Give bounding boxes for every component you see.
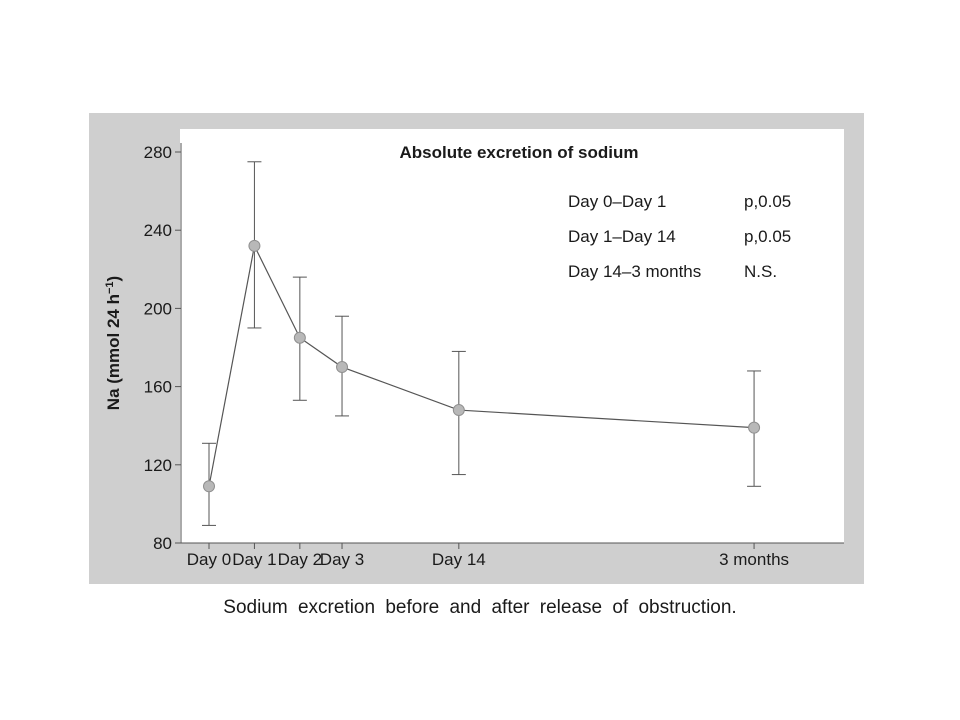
data-point <box>248 239 261 252</box>
chart-title: Absolute excretion of sodium <box>400 143 639 162</box>
data-point <box>293 331 306 344</box>
data-point <box>452 404 465 417</box>
y-tick-label: 160 <box>144 378 172 397</box>
y-tick-label: 200 <box>144 299 172 318</box>
x-tick-label: Day 0 <box>187 550 231 569</box>
data-point <box>336 361 349 374</box>
annotation-comparison: Day 14–3 months <box>568 262 701 281</box>
annotation-comparison: Day 0–Day 1 <box>568 192 666 211</box>
annotation-significance: p,0.05 <box>744 192 791 211</box>
figure-caption: Sodium excretion before and after releas… <box>223 597 737 618</box>
significance-annotations: Day 0–Day 1 p,0.05 Day 1–Day 14 p,0.05 Day 1… <box>568 192 791 281</box>
data-point <box>203 480 215 493</box>
series-line <box>208 243 755 487</box>
y-tick-label: 280 <box>144 143 172 162</box>
annotation-significance: N.S. <box>744 262 777 281</box>
y-ticks: 80 120 160 200 240 280 <box>144 143 181 553</box>
annotation-comparison: Day 1–Day 14 <box>568 227 676 246</box>
x-tick-label: Day 2 <box>278 550 322 569</box>
x-tick-label: 3 months <box>719 550 789 569</box>
data-point <box>748 421 761 434</box>
y-tick-label: 80 <box>153 534 172 553</box>
line-chart: Absolute excretion of sodium Na (mmol 24… <box>104 129 844 569</box>
annotation-significance: p,0.05 <box>744 227 791 246</box>
figure-panel: Absolute excretion of sodium Na (mmol 24… <box>89 113 864 584</box>
x-tick-label: Day 3 <box>320 550 364 569</box>
data-series <box>202 161 762 526</box>
y-tick-label: 240 <box>144 221 172 240</box>
x-tick-label: Day 14 <box>432 550 486 569</box>
y-axis-label: Na (mmol 24 h−1) <box>104 276 123 410</box>
plot-background <box>180 129 844 543</box>
y-tick-label: 120 <box>144 456 172 475</box>
x-tick-label: Day 1 <box>232 550 276 569</box>
